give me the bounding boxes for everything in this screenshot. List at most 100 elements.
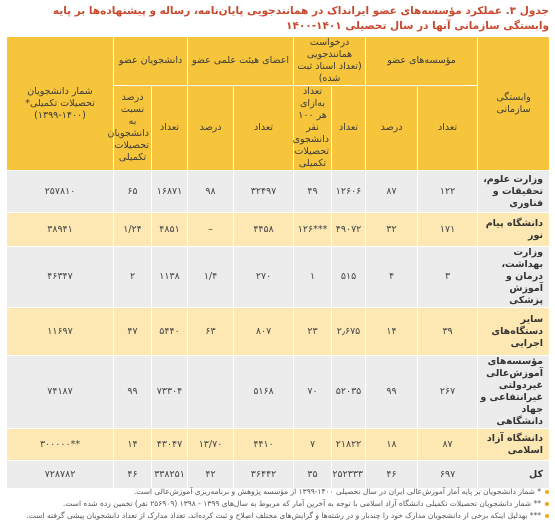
header-stu-percent: درصد نسبت به دانشجویان تحصیلات تکمیلی [107, 85, 153, 171]
req-per100: ۷ [293, 428, 333, 461]
row-name: دانشگاه آزاد اسلامی [477, 428, 551, 461]
req-per100: ۳۵ [293, 460, 333, 489]
total-students: ۲۵۷۸۱۰ [6, 170, 114, 213]
row-name: وزارت علوم، تحقیقات و فناوری [477, 170, 551, 213]
req-count: ۵۲۰۳۵ [331, 355, 367, 429]
header-faculty: اعضای هیئت علمی عضو [187, 36, 295, 86]
fac-count: ۳۲۴۹۷ [233, 170, 295, 213]
inst-count: ۳ [417, 246, 479, 308]
inst-percent: ۱۴ [365, 307, 419, 356]
total-students: ۷۲۸۷۸۲ [6, 460, 114, 489]
row-name: دانشگاه پیام نور [477, 212, 551, 247]
stu-count: ۱۱۳۸ [151, 246, 189, 308]
row-name: سایر دستگاه‌های اجرایی [477, 307, 551, 356]
inst-percent: ۴۶ [365, 460, 419, 489]
inst-count: ۳۹ [417, 307, 479, 356]
fac-percent: ۴۲ [187, 460, 235, 489]
fac-count: ۲۷۰ [233, 246, 295, 308]
header-inst-percent: درصد [365, 85, 419, 171]
stu-percent: ۶۵ [112, 170, 153, 213]
stu-percent: ۲ [112, 246, 153, 308]
header-stu-count: تعداد [151, 85, 189, 171]
inst-percent: ۸۷ [365, 170, 419, 213]
table-row: سایر دستگاه‌های اجرایی ۳۹ ۱۴ ۲٫۶۷۵ ۲۳ ۸۰… [6, 307, 551, 356]
inst-count: ۲۶۷ [417, 355, 479, 429]
header-affiliation: وابستگی سازمانی [477, 36, 551, 171]
table-number: جدول ۳. [505, 5, 549, 17]
table-row: مؤسسه‌های آموزش‌عالی غیردولتی غیرانتفاعی… [6, 355, 551, 429]
stu-count: ۴۸۵۱ [151, 212, 189, 247]
bullet-icon [545, 514, 549, 518]
stu-percent: ۹۹ [112, 355, 153, 429]
stu-percent: ۱/۲۴ [112, 212, 153, 247]
req-count: ۲۱۸۲۲ [331, 428, 367, 461]
fac-percent: – [187, 212, 235, 247]
stu-count: ۱۶۸۷۱ [151, 170, 189, 213]
header-requests: درخواست همانندجویی (تعداد اسناد ثبت شده) [293, 36, 367, 86]
footnote-2: ** شمار دانشجویان تحصیلات تکمیلی دانشگاه… [6, 498, 549, 509]
fac-percent: ۶۳ [187, 307, 235, 356]
footnote-1: * شمار دانشجویان بر پایه آمار آموزش‌عالی… [6, 486, 549, 497]
total-students: ۷۴۱۸۷ [6, 355, 114, 429]
fac-count: ۳۶۴۴۲ [233, 460, 295, 489]
fac-count: ۴۴۱۰ [233, 428, 295, 461]
stu-count: ۷۳۳۰۴ [151, 355, 189, 429]
stu-percent: ۴۶ [112, 460, 153, 489]
inst-percent: ۹۹ [365, 355, 419, 429]
fac-percent: ۹۸ [187, 170, 235, 213]
req-per100: ۲۳ [293, 307, 333, 356]
req-per100: ۱ [293, 246, 333, 308]
fac-percent: ۱۳/۷۰ [187, 428, 235, 461]
req-count: ۱۲۶۰۶ [331, 170, 367, 213]
fac-count: ۸۰۷ [233, 307, 295, 356]
header-req-count: تعداد [331, 85, 367, 171]
table-row: دانشگاه آزاد اسلامی ۸۷ ۱۸ ۲۱۸۲۲ ۷ ۴۴۱۰ ۱… [6, 428, 551, 461]
row-name: کل [477, 460, 551, 489]
stu-percent: ۱۴ [112, 428, 153, 461]
header-fac-count: تعداد [233, 85, 295, 171]
fac-percent [187, 355, 235, 429]
req-count: ۲۵۲۳۳۳ [331, 460, 367, 489]
header-total-students: شمار دانشجویان تحصیلات تکمیلی* (۱۴۰۰-۱۳۹… [6, 36, 114, 171]
inst-percent: ۱۸ [365, 428, 419, 461]
inst-count: ۶۹۷ [417, 460, 479, 489]
fac-count: ۵۱۶۸ [233, 355, 295, 429]
inst-count: ۱۷۱ [417, 212, 479, 247]
inst-percent: ۴ [365, 246, 419, 308]
table-title: جدول ۳. عملکرد مؤسسه‌های عضو ایرانداک در… [9, 4, 549, 34]
header-req-per100: تعداد به‌ازای هر ۱۰۰ نفر دانشجوی تحصیلات… [293, 85, 333, 171]
table-row: وزارت علوم، تحقیقات و فناوری ۱۲۲ ۸۷ ۱۲۶۰… [6, 170, 551, 213]
stu-count: ۵۴۴۰ [151, 307, 189, 356]
row-name: مؤسسه‌های آموزش‌عالی غیردولتی غیرانتفاعی… [477, 355, 551, 429]
req-per100: ***۱۲۶ [293, 212, 333, 247]
stu-count: ۴۳۰۴۷ [151, 428, 189, 461]
stu-count: ۳۳۸۲۵۱ [151, 460, 189, 489]
fac-count: ۴۴۵۸ [233, 212, 295, 247]
header-inst-count: تعداد [417, 85, 479, 171]
req-count: ۲٫۶۷۵ [331, 307, 367, 356]
total-students: ۴۶۳۴۷ [6, 246, 114, 308]
req-count: ۴۹۰۷۲ [331, 212, 367, 247]
bullet-icon [545, 490, 549, 494]
table-row-total: کل ۶۹۷ ۴۶ ۲۵۲۳۳۳ ۳۵ ۳۶۴۴۲ ۴۲ ۳۳۸۲۵۱ ۴۶ ۷… [6, 460, 551, 489]
req-per100: ۷۰ [293, 355, 333, 429]
header-institutes: مؤسسه‌های عضو [365, 36, 479, 86]
table-caption: عملکرد مؤسسه‌های عضو ایرانداک در همانندج… [52, 5, 549, 32]
req-per100: ۴۹ [293, 170, 333, 213]
header-fac-percent: درصد [187, 85, 235, 171]
row-name: وزارت بهداشت، درمان و آموزش پزشکی [477, 246, 551, 308]
inst-count: ۱۲۲ [417, 170, 479, 213]
req-count: ۵۱۵ [331, 246, 367, 308]
footnote-3: *** بهدلیل اینکه برخی از دانشجویان مدارک… [6, 510, 549, 521]
stu-percent: ۴۷ [112, 307, 153, 356]
fac-percent: ۱/۴ [187, 246, 235, 308]
bullet-icon [545, 502, 549, 506]
header-students: دانشجویان عضو [112, 36, 189, 86]
total-students: **۳۰۰۰۰۰ [6, 428, 114, 461]
table-row: وزارت بهداشت، درمان و آموزش پزشکی ۳ ۴ ۵۱… [6, 246, 551, 308]
affiliation-table: وابستگی سازمانی مؤسسه‌های عضو درخواست هم… [6, 36, 551, 489]
inst-percent: ۳۲ [365, 212, 419, 247]
table-row: دانشگاه پیام نور ۱۷۱ ۳۲ ۴۹۰۷۲ ***۱۲۶ ۴۴۵… [6, 212, 551, 247]
total-students: ۳۸۹۴۱ [6, 212, 114, 247]
total-students: ۱۱۶۹۷ [6, 307, 114, 356]
